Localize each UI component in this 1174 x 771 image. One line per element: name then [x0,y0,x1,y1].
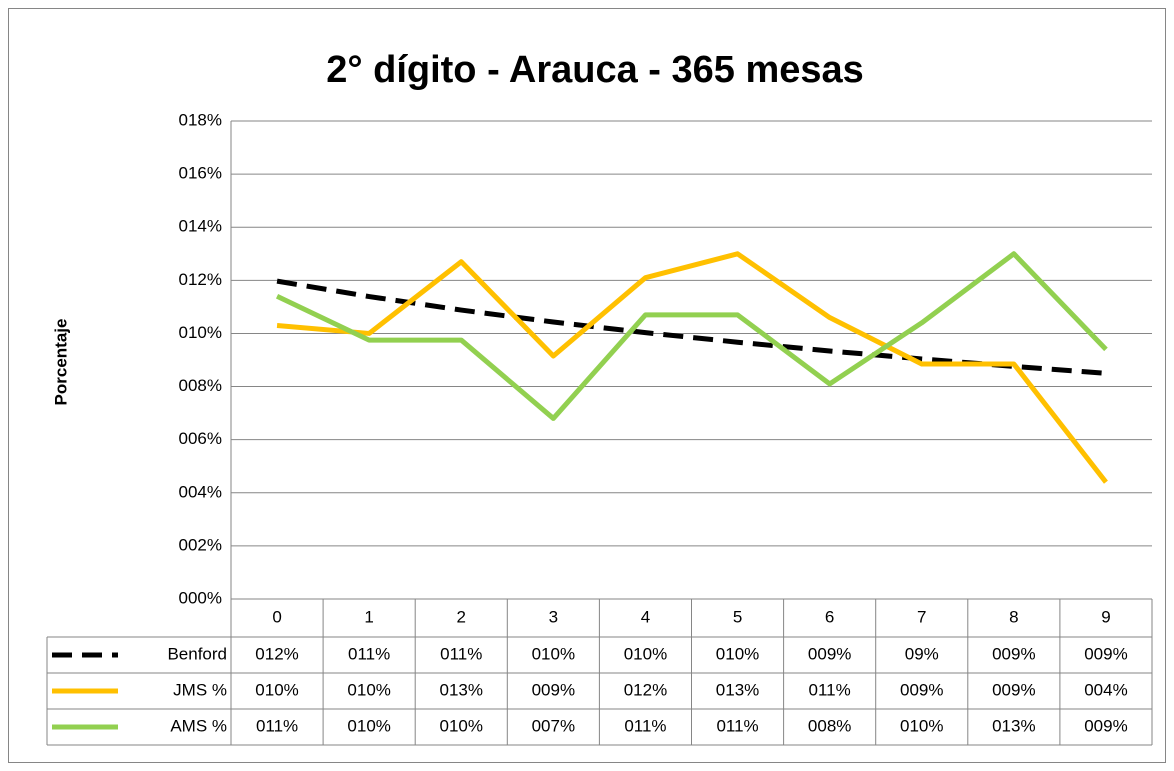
y-tick-label: 010% [179,323,222,342]
table-value: 011% [716,716,758,735]
table-value: 011% [809,680,851,699]
table-value: 09% [905,644,939,663]
y-tick-label: 004% [179,482,222,501]
table-value: 009% [992,644,1035,663]
table-value: 010% [440,716,483,735]
x-tick-label: 0 [272,607,281,626]
y-tick-label: 002% [179,535,222,554]
table-value: 011% [624,716,666,735]
y-tick-label: 012% [179,270,222,289]
x-tick-label: 6 [825,607,834,626]
table-value: 011% [256,716,298,735]
y-tick-label: 008% [179,376,222,395]
table-value: 011% [348,644,390,663]
table-value: 010% [347,680,390,699]
y-axis-label: Porcentaje [51,319,70,406]
table-value: 009% [808,644,851,663]
table-value: 009% [532,680,575,699]
y-tick-label: 006% [179,429,222,448]
legend-label: Benford [167,644,227,663]
x-tick-label: 8 [1009,607,1018,626]
table-value: 010% [716,644,759,663]
x-tick-label: 2 [457,607,466,626]
legend-label: AMS % [170,716,227,735]
table-value: 009% [900,680,943,699]
table-value: 013% [440,680,483,699]
legend-label: JMS % [173,680,227,699]
table-value: 010% [347,716,390,735]
table-value: 013% [992,716,1035,735]
table-value: 013% [716,680,759,699]
x-tick-label: 1 [364,607,373,626]
y-tick-label: 016% [179,164,222,183]
table-value: 009% [1084,716,1127,735]
table-value: 010% [624,644,667,663]
x-tick-label: 3 [549,607,558,626]
table-value: 010% [255,680,298,699]
table-value: 004% [1084,680,1127,699]
y-tick-label: 000% [179,588,222,607]
table-value: 010% [532,644,575,663]
y-tick-label: 014% [179,217,222,236]
y-tick-label: 018% [179,110,222,129]
table-value: 009% [1084,644,1127,663]
series-line [276,251,1108,484]
table-value: 009% [992,680,1035,699]
table-value: 010% [900,716,943,735]
table-value: 008% [808,716,851,735]
x-tick-label: 7 [917,607,926,626]
table-value: 007% [532,716,575,735]
table-value: 012% [624,680,667,699]
x-tick-label: 4 [641,607,650,626]
table-value: 012% [255,644,298,663]
chart-title: 2° dígito - Arauca - 365 mesas [326,49,864,91]
x-tick-label: 9 [1101,607,1110,626]
x-tick-label: 5 [733,607,742,626]
table-value: 011% [440,644,482,663]
series-line [275,251,1108,421]
